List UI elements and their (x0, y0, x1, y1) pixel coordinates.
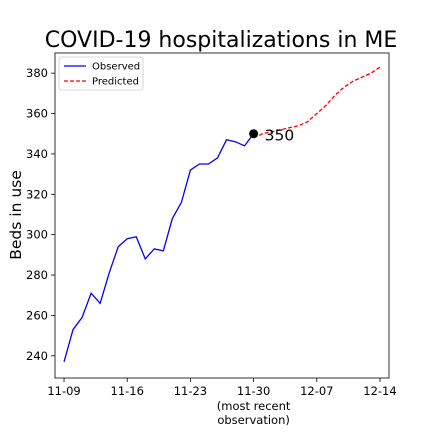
y-tick-label: 340 (26, 147, 48, 161)
x-tick-note: (most recent (217, 399, 291, 413)
x-tick-note: observation) (217, 413, 290, 427)
legend: Observed Predicted (58, 56, 144, 91)
series-line-observed (63, 133, 255, 363)
annotation-label: 350 (265, 127, 295, 145)
x-tick-label: 11-09 (47, 384, 80, 398)
y-tick-label: 300 (26, 228, 48, 242)
chart-marks: 350 (63, 66, 381, 363)
y-tick-label: 280 (26, 268, 48, 282)
y-tick-label: 320 (26, 187, 48, 201)
series-line-predicted (253, 66, 381, 139)
plot-frame (54, 52, 390, 379)
plot-area (55, 53, 389, 378)
x-tick-label: 11-16 (111, 384, 144, 398)
legend-label-observed: Observed (92, 62, 140, 73)
y-tick-label: 380 (26, 66, 48, 80)
x-tick-label: 12-14 (363, 384, 396, 398)
y-tick-label: 260 (26, 308, 48, 322)
y-tick-label: 240 (26, 349, 48, 363)
y-tick-label: 360 (26, 107, 48, 121)
x-tick-label: 11-23 (174, 384, 207, 398)
annotation-point (249, 129, 259, 139)
x-tick-label: 12-07 (300, 384, 333, 398)
axes: 11-09 11-16 11-23 11-30(most recentobservat… (26, 52, 397, 427)
plot-background (55, 53, 389, 378)
legend-label-predicted: Predicted (92, 77, 139, 88)
legend-box (58, 56, 144, 91)
chart-title: COVID-19 hospitalizations in ME (45, 28, 398, 53)
x-tick-label: 11-30 (237, 384, 270, 398)
y-axis-title: Beds in use (7, 170, 25, 260)
